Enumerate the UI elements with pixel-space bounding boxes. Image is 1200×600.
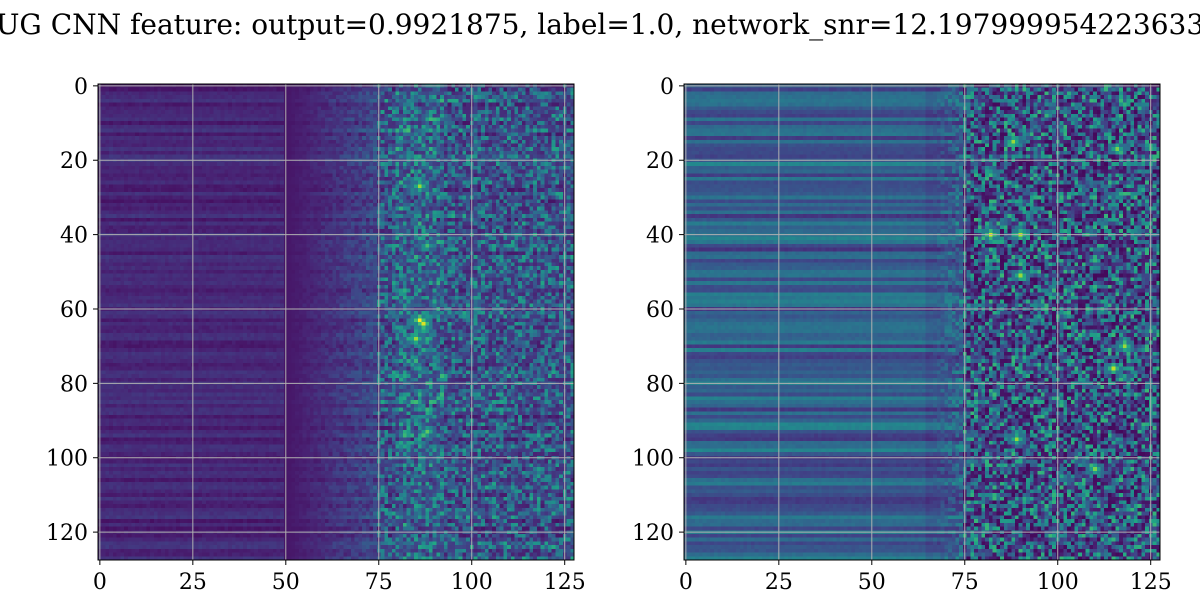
heatmap-right-y-axis: 0 20 40 60 80 100 120 (632, 75, 684, 546)
heatmap-left-image (98, 84, 574, 560)
y-tick-label: 60 (60, 298, 88, 323)
heatmap-left: 0 25 50 75 100 125 0 20 40 60 80 100 120 (46, 75, 586, 595)
y-tick-label: 100 (632, 447, 674, 472)
heatmap-right-grid (684, 84, 1160, 560)
x-tick-label: 125 (1130, 570, 1172, 595)
x-tick-label: 75 (951, 570, 979, 595)
y-tick-label: 120 (632, 521, 674, 546)
y-tick-label: 0 (74, 75, 88, 100)
heatmap-left-frame (97, 83, 575, 561)
y-tick-label: 40 (60, 224, 88, 249)
x-tick-label: 25 (765, 570, 793, 595)
y-tick-label: 80 (646, 372, 674, 397)
x-tick-label: 0 (93, 570, 107, 595)
heatmap-right-x-axis: 0 25 50 75 100 125 (679, 560, 1172, 595)
heatmap-right-image (684, 84, 1160, 560)
x-tick-label: 125 (544, 570, 586, 595)
y-tick-label: 20 (60, 149, 88, 174)
heatmap-left-y-axis: 0 20 40 60 80 100 120 (46, 75, 98, 546)
x-tick-label: 25 (179, 570, 207, 595)
y-tick-label: 20 (646, 149, 674, 174)
y-tick-label: 120 (46, 521, 88, 546)
x-tick-label: 0 (679, 570, 693, 595)
heatmap-right-frame (683, 83, 1161, 561)
y-tick-label: 0 (660, 75, 674, 100)
figure-title: UG CNN feature: output=0.9921875, label=… (0, 8, 1200, 41)
x-tick-label: 50 (858, 570, 886, 595)
x-tick-label: 75 (365, 570, 393, 595)
heatmap-left-grid (98, 84, 574, 560)
x-tick-label: 50 (272, 570, 300, 595)
y-tick-label: 100 (46, 447, 88, 472)
heatmap-right: 0 25 50 75 100 125 0 20 40 60 80 100 120 (632, 75, 1172, 595)
y-tick-label: 40 (646, 224, 674, 249)
y-tick-label: 80 (60, 372, 88, 397)
heatmap-left-x-axis: 0 25 50 75 100 125 (93, 560, 586, 595)
y-tick-label: 60 (646, 298, 674, 323)
x-tick-label: 100 (451, 570, 493, 595)
x-tick-label: 100 (1037, 570, 1079, 595)
